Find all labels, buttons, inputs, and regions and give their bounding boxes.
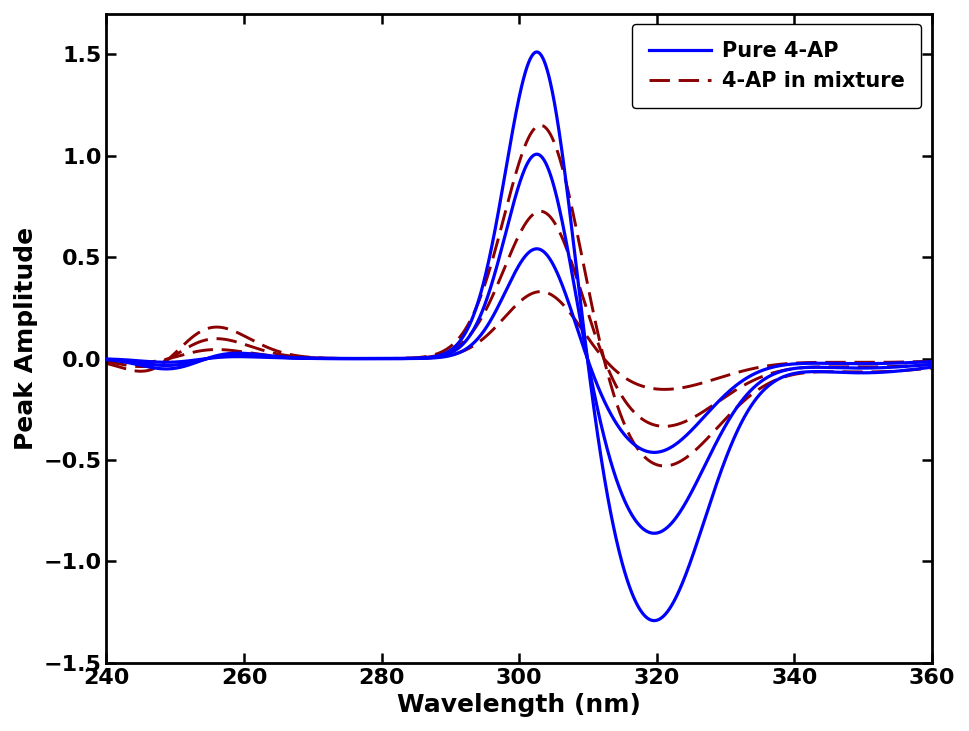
X-axis label: Wavelength (nm): Wavelength (nm) (397, 693, 641, 717)
Legend: Pure 4-AP, 4-AP in mixture: Pure 4-AP, 4-AP in mixture (633, 24, 922, 108)
Y-axis label: Peak Amplitude: Peak Amplitude (14, 227, 38, 450)
